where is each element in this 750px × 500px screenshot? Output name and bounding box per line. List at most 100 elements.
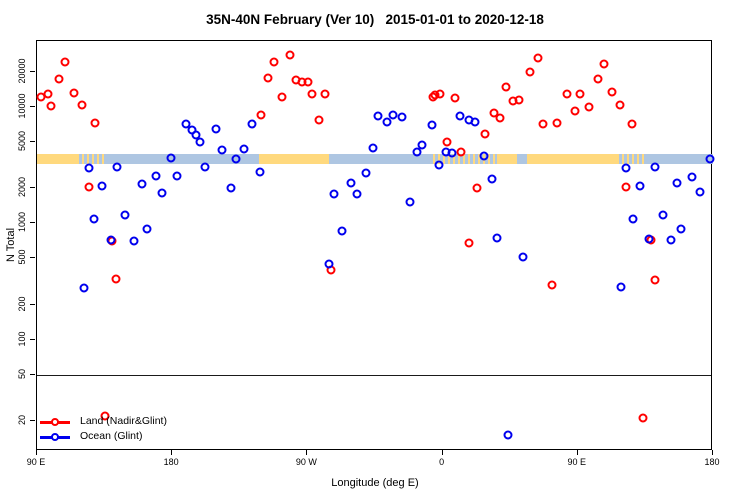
land-point bbox=[303, 77, 313, 87]
land-point bbox=[69, 88, 79, 98]
land-point bbox=[480, 129, 490, 139]
ocean-point bbox=[397, 112, 407, 122]
ocean-point bbox=[666, 235, 676, 245]
ocean-point bbox=[427, 120, 437, 130]
x-tick-label: 90 W bbox=[295, 457, 317, 467]
ocean-point bbox=[112, 162, 122, 172]
band-segment-land bbox=[526, 153, 619, 164]
band-segment-ocean bbox=[644, 153, 713, 164]
land-point bbox=[456, 147, 466, 157]
land-point bbox=[450, 93, 460, 103]
land-point bbox=[575, 89, 585, 99]
ocean-point bbox=[172, 171, 182, 181]
land-point bbox=[77, 100, 87, 110]
land-point bbox=[599, 59, 609, 69]
x-tick-mark bbox=[36, 450, 37, 455]
land-point bbox=[435, 89, 445, 99]
ocean-point bbox=[89, 214, 99, 224]
ocean-point bbox=[346, 178, 356, 188]
ocean-point bbox=[628, 214, 638, 224]
land-point bbox=[593, 74, 603, 83]
ocean-point bbox=[151, 171, 161, 181]
x-tick-mark bbox=[712, 450, 713, 455]
ocean-point bbox=[405, 197, 415, 207]
y-tick-mark bbox=[30, 106, 35, 108]
ocean-point bbox=[382, 117, 392, 127]
ocean-point bbox=[200, 162, 210, 172]
land-point bbox=[627, 119, 637, 129]
land-point bbox=[111, 274, 121, 284]
ocean-point bbox=[129, 236, 139, 246]
ocean-point bbox=[687, 172, 697, 182]
land-point bbox=[533, 53, 543, 63]
ocean-point bbox=[352, 189, 362, 199]
ocean-point bbox=[616, 282, 626, 292]
band-segment-land bbox=[37, 153, 80, 164]
ocean-point bbox=[695, 187, 705, 197]
band-segment-land bbox=[259, 153, 330, 164]
ocean-point bbox=[137, 179, 147, 189]
band-segment-land bbox=[496, 153, 517, 164]
legend-label-ocean: Ocean (Glint) bbox=[80, 430, 143, 442]
ocean-point bbox=[84, 163, 94, 173]
land-point bbox=[263, 73, 273, 83]
x-tick-mark bbox=[306, 450, 308, 455]
land-point bbox=[307, 89, 317, 99]
land-point bbox=[607, 87, 617, 97]
ocean-point bbox=[676, 224, 686, 234]
ocean-point bbox=[324, 259, 334, 269]
ocean-point bbox=[417, 140, 427, 150]
band-segment-ocean bbox=[329, 153, 430, 164]
land-ocean-band bbox=[37, 153, 713, 164]
y-tick-label: 5000 bbox=[17, 131, 27, 152]
land-point bbox=[514, 95, 524, 105]
ocean-point bbox=[142, 224, 152, 234]
x-axis-label: Longitude (deg E) bbox=[331, 477, 419, 489]
ocean-point bbox=[503, 430, 513, 440]
land-point bbox=[442, 137, 452, 147]
y-tick-label: 500 bbox=[17, 249, 27, 265]
y-tick-mark bbox=[30, 303, 35, 305]
land-point bbox=[54, 74, 64, 83]
land-point bbox=[638, 413, 648, 423]
x-tick-mark bbox=[441, 450, 443, 455]
y-tick-mark bbox=[30, 257, 35, 259]
ocean-point bbox=[217, 145, 227, 155]
ocean-point bbox=[231, 154, 241, 164]
ocean-point bbox=[373, 111, 383, 121]
ocean-point bbox=[247, 119, 257, 129]
ocean-point bbox=[361, 168, 371, 178]
ocean-point bbox=[492, 233, 502, 243]
y-tick-mark bbox=[30, 419, 35, 421]
land-point bbox=[570, 106, 580, 116]
ocean-point bbox=[211, 124, 221, 134]
ocean-point bbox=[120, 210, 130, 220]
ocean-point bbox=[79, 283, 89, 293]
band-segment-ocean bbox=[106, 153, 260, 164]
ocean-point bbox=[97, 181, 107, 191]
land-point bbox=[464, 238, 474, 248]
land-point bbox=[314, 115, 324, 125]
ocean-point bbox=[226, 183, 236, 193]
ocean-point bbox=[479, 151, 489, 161]
x-tick-mark bbox=[576, 450, 578, 455]
ocean-point bbox=[157, 188, 167, 198]
land-point bbox=[256, 110, 266, 120]
land-legend-circle-marker bbox=[51, 418, 59, 426]
land-point bbox=[547, 280, 557, 290]
y-tick-label: 1000 bbox=[17, 212, 27, 233]
band-segment-mixed bbox=[79, 153, 107, 164]
land-point bbox=[269, 57, 279, 67]
land-point bbox=[46, 101, 56, 111]
y-tick-mark bbox=[30, 141, 35, 143]
y-axis-label: N Total bbox=[5, 227, 17, 263]
y-tick-label: 2000 bbox=[17, 177, 27, 198]
ocean-point bbox=[368, 143, 378, 153]
band-segment-ocean bbox=[516, 153, 527, 164]
chart-title: 35N-40N February (Ver 10) 2015-01-01 to … bbox=[206, 12, 544, 27]
land-point bbox=[538, 119, 548, 129]
x-tick-label: 180 bbox=[163, 457, 179, 467]
ocean-point bbox=[650, 162, 660, 172]
land-point bbox=[552, 118, 562, 128]
